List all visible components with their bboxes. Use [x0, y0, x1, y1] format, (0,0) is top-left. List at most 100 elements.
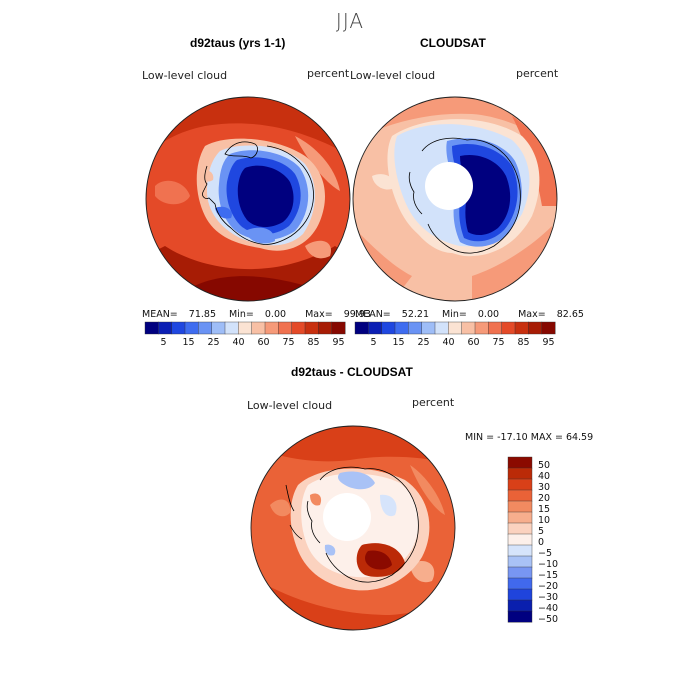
panel3-colorbar-tick-label: 5 [538, 525, 545, 537]
panel2-colorbar-swatch [394, 321, 409, 335]
panel3-colorbar-swatch [507, 467, 533, 480]
panel2-colorbar-swatch [528, 321, 543, 335]
panel3-colorbar-tick-label: −15 [538, 569, 559, 581]
panel3-colorbar-swatch [507, 522, 533, 535]
panel2-colorbar-tick-label: 75 [492, 337, 505, 348]
panel1-min-label: Min= [229, 309, 254, 320]
panel2-colorbar-swatch [408, 321, 423, 335]
panel2-colorbar-tick-label: 60 [467, 337, 480, 348]
panel2-colorbar-swatch [368, 321, 383, 335]
panel2-colorbar-ticks: 5 15 25 40 60 75 85 95 [355, 337, 555, 349]
panel2-colorbar-tick-label: 15 [392, 337, 405, 348]
panel1-units-label: percent [307, 67, 350, 80]
panel3-colorbar-swatch [507, 456, 533, 469]
panel1-colorbar-tick-label: 40 [232, 337, 245, 348]
panel1-colorbar [144, 321, 346, 335]
panel3-colorbar-tick-label: −10 [538, 558, 559, 570]
panel3-colorbar-swatch [507, 577, 533, 590]
panel3-colorbar-tick-label: 40 [538, 470, 551, 482]
panel2-min-label: Min= [442, 309, 467, 320]
panel3-colorbar-tick-label: −5 [538, 547, 553, 559]
season-title: JJA [335, 9, 365, 33]
panel1-max-value: 99.93 [343, 309, 371, 320]
panel3-polar-map [250, 425, 456, 631]
panel3-colorbar-swatch [507, 610, 533, 623]
panel3-colorbar-swatch [507, 511, 533, 524]
panel3-colorbar-ticks: 50 40 30 20 15 10 5 0 −5 −10 −15 −20 −30 −40 −50 [538, 457, 578, 625]
panel2-colorbar-tick-label: 85 [517, 337, 530, 348]
panel3-colorbar [507, 456, 533, 623]
panel2-min-value: 0.00 [477, 309, 500, 320]
panel1-colorbar-tick-label: 5 [160, 337, 167, 348]
panel2-colorbar-swatch [514, 321, 529, 335]
panel3-colorbar-swatch [507, 500, 533, 513]
panel3-title: d92taus - CLOUDSAT [291, 365, 413, 379]
panel3-colorbar-swatch [507, 588, 533, 601]
panel2-colorbar-swatch [541, 321, 556, 335]
panel3-colorbar-tick-label: 0 [538, 536, 545, 548]
panel2-colorbar-tick-label: 40 [442, 337, 455, 348]
panel1-colorbar-swatch [291, 321, 306, 335]
panel2-colorbar-swatch [461, 321, 476, 335]
panel1-colorbar-tick-label: 75 [282, 337, 295, 348]
panel2-colorbar [354, 321, 556, 335]
panel1-mean-value: 71.85 [188, 309, 216, 320]
panel2-mean-label: MEAN= [355, 309, 391, 320]
panel1-colorbar-tick-label: 95 [332, 337, 345, 348]
panel3-colorbar-tick-label: 50 [538, 459, 551, 471]
panel3-colorbar-tick-label: −30 [538, 591, 559, 603]
panel3-min-max-label: MIN = -17.10 MAX = 64.59 [465, 432, 594, 443]
panel2-colorbar-swatch [448, 321, 463, 335]
panel1-colorbar-swatch [238, 321, 253, 335]
panel1-title: d92taus (yrs 1-1) [190, 36, 286, 50]
panel1-polar-map [145, 96, 351, 302]
panel1-colorbar-swatch [144, 321, 159, 335]
panel3-colorbar-swatch [507, 489, 533, 502]
panel1-colorbar-swatch [318, 321, 333, 335]
panel1-colorbar-swatch [211, 321, 226, 335]
panel2-colorbar-swatch [474, 321, 489, 335]
panel1-colorbar-tick-label: 25 [207, 337, 220, 348]
panel3-colorbar-tick-label: −20 [538, 580, 559, 592]
panel2-colorbar-tick-label: 5 [370, 337, 377, 348]
panel1-mean-label: MEAN= [142, 309, 178, 320]
panel2-colorbar-swatch [434, 321, 449, 335]
panel1-colorbar-swatch [331, 321, 346, 335]
panel1-colorbar-swatch [184, 321, 199, 335]
panel3-units-label: percent [412, 396, 455, 409]
panel1-max-label: Max= [305, 309, 333, 320]
panel3-colorbar-swatch [507, 566, 533, 579]
panel3-colorbar-tick-label: −50 [538, 613, 559, 625]
panel2-colorbar-swatch [421, 321, 436, 335]
panel2-colorbar-swatch [501, 321, 516, 335]
panel1-colorbar-swatch [224, 321, 239, 335]
panel1-colorbar-swatch [171, 321, 186, 335]
panel1-colorbar-swatch [251, 321, 266, 335]
panel2-colorbar-swatch [354, 321, 369, 335]
panel1-colorbar-swatch [278, 321, 293, 335]
panel1-colorbar-swatch [198, 321, 213, 335]
panel3-colorbar-swatch [507, 478, 533, 491]
panel3-colorbar-swatch [507, 533, 533, 546]
panel2-max-label: Max= [518, 309, 546, 320]
panel3-colorbar-swatch [507, 555, 533, 568]
panel2-colorbar-tick-label: 25 [417, 337, 430, 348]
panel2-field-label: Low-level cloud [350, 69, 436, 82]
panel2-colorbar-swatch [488, 321, 503, 335]
panel2-mean-value: 52.21 [401, 309, 429, 320]
panel1-colorbar-tick-label: 60 [257, 337, 270, 348]
panel1-colorbar-tick-label: 15 [182, 337, 195, 348]
panel3-colorbar-swatch [507, 544, 533, 557]
panel1-colorbar-swatch [158, 321, 173, 335]
panel1-colorbar-swatch [264, 321, 279, 335]
panel3-colorbar-tick-label: 30 [538, 481, 551, 493]
panel3-colorbar-tick-label: 10 [538, 514, 551, 526]
panel3-colorbar-tick-label: 20 [538, 492, 551, 504]
panel2-colorbar-tick-label: 95 [542, 337, 555, 348]
panel3-field-label: Low-level cloud [247, 399, 333, 412]
panel2-colorbar-swatch [381, 321, 396, 335]
panel3-colorbar-swatch [507, 599, 533, 612]
panel1-colorbar-swatch [304, 321, 319, 335]
panel1-colorbar-ticks: 5 15 25 40 60 75 85 95 [145, 337, 345, 349]
panel1-colorbar-tick-label: 85 [307, 337, 320, 348]
